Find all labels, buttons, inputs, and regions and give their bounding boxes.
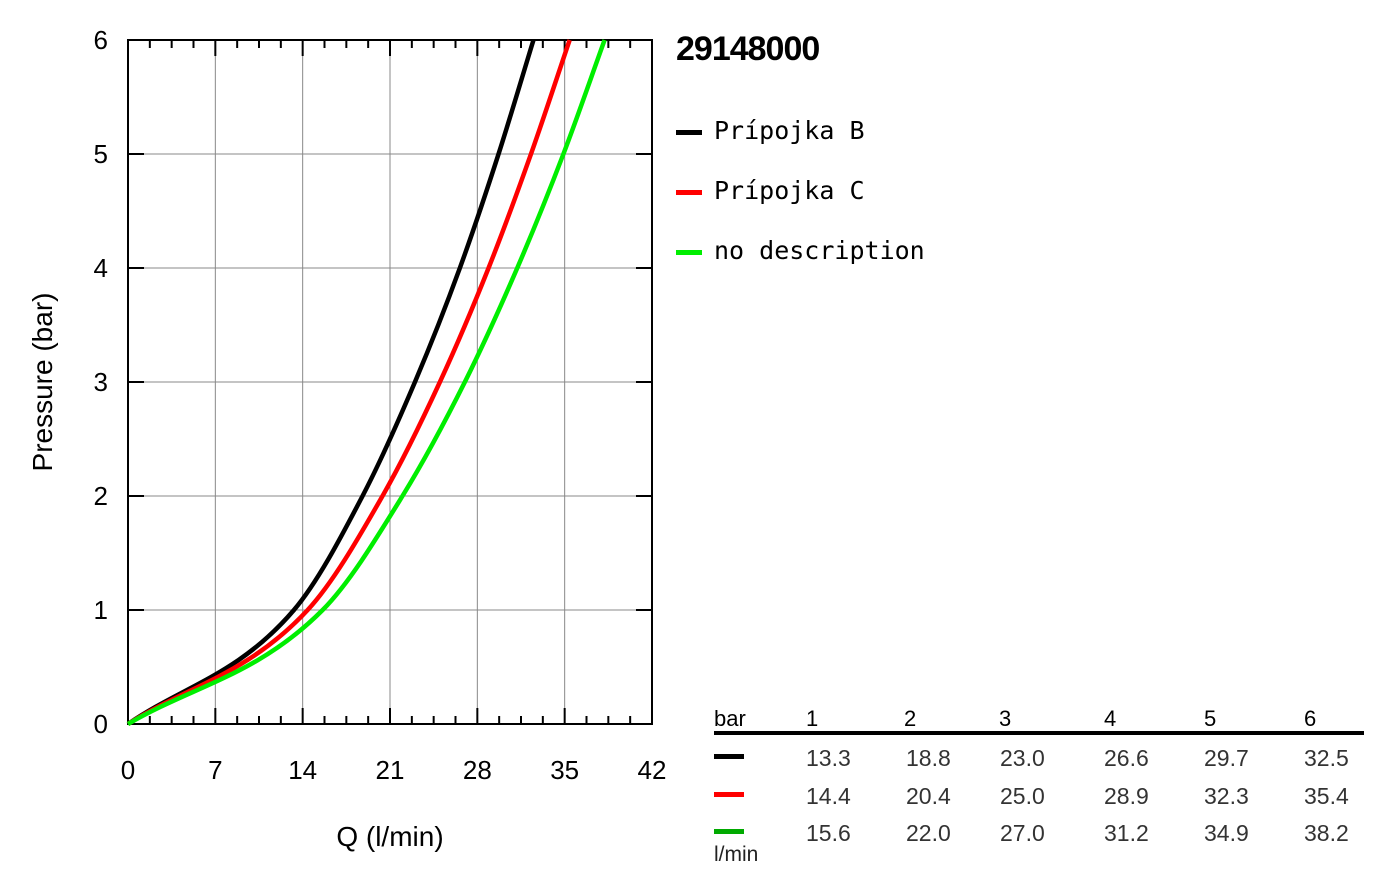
y-tick-label: 2 [94,481,108,511]
table-cell: 27.0 [1000,820,1045,846]
table-header-col: 4 [1104,706,1117,731]
series-line-2 [126,39,607,726]
y-tick-label: 4 [94,253,108,283]
table-cell: 29.7 [1204,745,1249,771]
series-line-1 [126,39,572,726]
table-header-col: 3 [999,706,1012,731]
x-tick-label: 35 [550,755,579,785]
table-row-swatch-b [714,754,744,759]
table-header-col: 5 [1204,706,1217,731]
x-axis-title: Q (l/min) [336,821,443,852]
table-header-unit: bar [714,706,746,731]
table-cell: 13.3 [806,745,851,771]
legend-swatch-b [676,130,702,135]
x-tick-label: 7 [208,755,222,785]
legend-label-b: Prípojka B [714,116,865,145]
grid [128,40,652,724]
legend-label-c: Prípojka C [714,176,865,205]
series [126,39,607,726]
model-title: 29148000 [676,30,820,68]
table-cell: 32.3 [1204,783,1249,809]
tick-labels: 0 7 14 21 28 35 42 0 1 2 3 4 5 6 [94,25,667,785]
y-tick-label: 1 [94,595,108,625]
table-cell: 22.0 [906,820,951,846]
y-axis-title: Pressure (bar) [27,293,58,472]
table-cell: 26.6 [1104,745,1149,771]
y-tick-label: 5 [94,139,108,169]
table-header-rule [714,731,1364,735]
legend-label-no-description: no description [714,236,925,265]
table-row-swatch-no-description [714,829,744,834]
table-header-col: 6 [1304,706,1317,731]
table-cell: 35.4 [1304,783,1349,809]
table-footer-unit: l/min [714,843,759,866]
table-cell: 38.2 [1304,820,1349,846]
table-cell: 23.0 [1000,745,1045,771]
legend-swatch-no-description [676,250,702,255]
x-tick-label: 0 [121,755,135,785]
table-cell: 15.6 [806,820,851,846]
x-tick-label: 28 [463,755,492,785]
table-cell: 20.4 [906,783,951,809]
table-header-col: 1 [806,706,819,731]
table-cell: 34.9 [1204,820,1249,846]
table-header-col: 2 [904,706,917,731]
table-cell: 14.4 [806,783,851,809]
y-tick-label: 0 [94,709,108,739]
axis-ticks [127,39,653,725]
table-cell: 31.2 [1104,820,1149,846]
x-tick-label: 21 [376,755,405,785]
x-tick-label: 14 [288,755,317,785]
table-cell: 18.8 [906,745,951,771]
y-tick-label: 6 [94,25,108,55]
table-cell: 32.5 [1304,745,1349,771]
table-cell: 25.0 [1000,783,1045,809]
x-tick-label: 42 [638,755,667,785]
y-tick-label: 3 [94,367,108,397]
table-row-swatch-c [714,792,744,797]
legend-swatch-c [676,190,702,195]
series-line-0 [126,39,536,726]
table-cell: 28.9 [1104,783,1149,809]
